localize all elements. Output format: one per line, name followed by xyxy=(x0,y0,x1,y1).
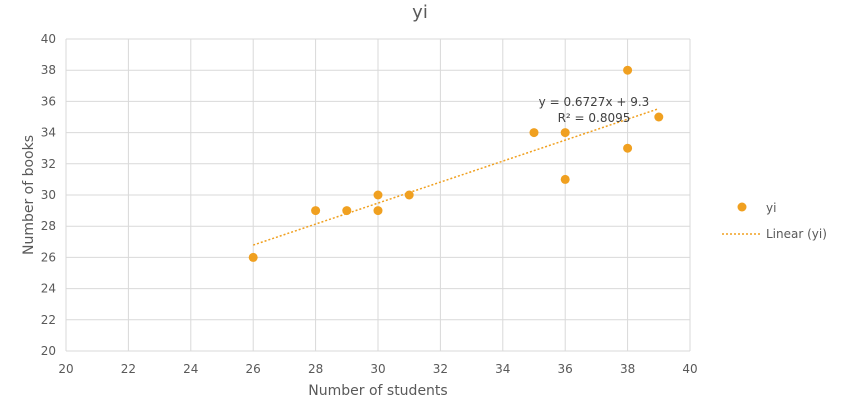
legend-label-yi: yi xyxy=(766,201,776,215)
x-axis-ticks: 20 22 24 26 28 30 32 34 36 38 40 xyxy=(58,362,697,376)
y-axis-ticks: 20 22 24 26 28 30 32 34 36 38 40 xyxy=(41,32,56,358)
y-tick-label: 30 xyxy=(41,188,56,202)
data-point xyxy=(623,143,633,153)
data-point xyxy=(311,206,321,216)
y-tick-label: 38 xyxy=(41,63,56,77)
trendline-equation: y = 0.6727x + 9.3 xyxy=(539,95,650,109)
data-point xyxy=(654,112,664,122)
legend: yi Linear (yi) xyxy=(722,201,827,241)
data-point xyxy=(529,128,539,138)
x-tick-label: 28 xyxy=(308,362,323,376)
x-tick-label: 32 xyxy=(433,362,448,376)
trendline xyxy=(252,107,660,246)
y-tick-label: 32 xyxy=(41,157,56,171)
y-tick-label: 26 xyxy=(41,250,56,264)
x-tick-label: 36 xyxy=(558,362,573,376)
trendline-layer xyxy=(252,107,660,246)
x-tick-label: 38 xyxy=(620,362,635,376)
x-tick-label: 24 xyxy=(183,362,198,376)
legend-label-trendline: Linear (yi) xyxy=(766,227,827,241)
data-point xyxy=(342,206,352,216)
x-tick-label: 34 xyxy=(495,362,510,376)
y-tick-label: 34 xyxy=(41,126,56,140)
data-point xyxy=(404,190,414,200)
data-point xyxy=(560,174,570,184)
y-axis-title: Number of books xyxy=(21,135,37,255)
x-tick-label: 20 xyxy=(58,362,73,376)
x-tick-label: 40 xyxy=(682,362,697,376)
y-tick-label: 24 xyxy=(41,282,56,296)
chart-title: yi xyxy=(412,2,428,23)
x-tick-label: 26 xyxy=(246,362,261,376)
x-tick-label: 22 xyxy=(121,362,136,376)
data-point xyxy=(623,65,633,75)
data-points xyxy=(248,65,664,262)
data-point xyxy=(373,190,383,200)
data-point xyxy=(373,206,383,216)
trendline-r-squared: R² = 0.8095 xyxy=(558,111,631,125)
x-axis-title: Number of students xyxy=(308,383,447,399)
data-point xyxy=(248,252,258,262)
y-tick-label: 20 xyxy=(41,344,56,358)
y-tick-label: 22 xyxy=(41,313,56,327)
x-tick-label: 30 xyxy=(370,362,385,376)
y-tick-label: 40 xyxy=(41,32,56,46)
y-tick-label: 28 xyxy=(41,219,56,233)
data-point xyxy=(560,128,570,138)
legend-marker-yi xyxy=(737,202,747,212)
y-tick-label: 36 xyxy=(41,94,56,108)
